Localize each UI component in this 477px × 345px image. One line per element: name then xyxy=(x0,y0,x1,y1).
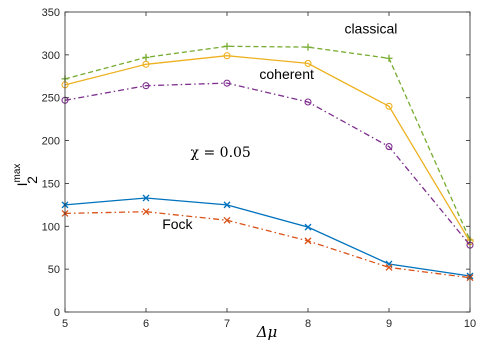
data-point xyxy=(142,82,150,90)
y-tick-label: 250 xyxy=(42,93,60,105)
data-point xyxy=(385,143,393,151)
annotation-chi: χ = 0.05 xyxy=(191,145,251,161)
y-axis-label-base: I xyxy=(14,183,30,187)
annotation-classical: classical xyxy=(344,20,397,36)
series-line xyxy=(64,197,471,277)
y-tick-label: 50 xyxy=(48,264,60,276)
data-point xyxy=(385,54,393,62)
y-tick-label: 100 xyxy=(42,221,60,233)
y-tick-label: 0 xyxy=(54,307,60,319)
y-tick-label: 200 xyxy=(42,136,60,148)
data-point xyxy=(385,263,393,271)
data-point xyxy=(223,52,231,60)
data-point xyxy=(304,98,312,106)
series-line xyxy=(64,55,471,243)
data-point xyxy=(304,237,312,245)
axes-box xyxy=(64,11,471,313)
series-layer xyxy=(61,42,474,282)
series-line xyxy=(64,82,471,246)
x-tick-label: 7 xyxy=(224,318,230,330)
data-point xyxy=(142,194,150,202)
y-tick-label: 350 xyxy=(42,7,60,19)
data-point xyxy=(223,42,231,50)
x-tick-label: 10 xyxy=(464,318,476,330)
y-axis-label-sub: 2 xyxy=(24,176,40,184)
series-line xyxy=(64,211,471,279)
data-point xyxy=(304,43,312,51)
annotation-coherent: coherent xyxy=(259,66,314,82)
y-tick-label: 300 xyxy=(42,50,60,62)
y-axis-label: Imax xyxy=(12,164,30,187)
plot-area xyxy=(65,12,470,312)
x-tick-label: 8 xyxy=(305,318,311,330)
data-point xyxy=(385,102,393,110)
y-axis-label-sup: max xyxy=(12,164,23,183)
data-point xyxy=(304,223,312,231)
data-point xyxy=(223,79,231,87)
x-tick-label: 9 xyxy=(386,318,392,330)
x-axis-label: Δμ xyxy=(256,323,278,341)
data-point xyxy=(142,53,150,61)
y-tick-label: 150 xyxy=(42,178,60,190)
data-point xyxy=(304,59,312,67)
data-point xyxy=(142,60,150,68)
annotation-layer: classical coherent χ = 0.05 Fock xyxy=(162,20,397,231)
annotation-fock: Fock xyxy=(162,216,193,232)
data-point xyxy=(142,208,150,216)
data-point xyxy=(223,201,231,209)
x-tick-label: 5 xyxy=(62,318,68,330)
data-point xyxy=(223,216,231,224)
x-tick-label: 6 xyxy=(143,318,149,330)
series-line xyxy=(64,45,471,241)
